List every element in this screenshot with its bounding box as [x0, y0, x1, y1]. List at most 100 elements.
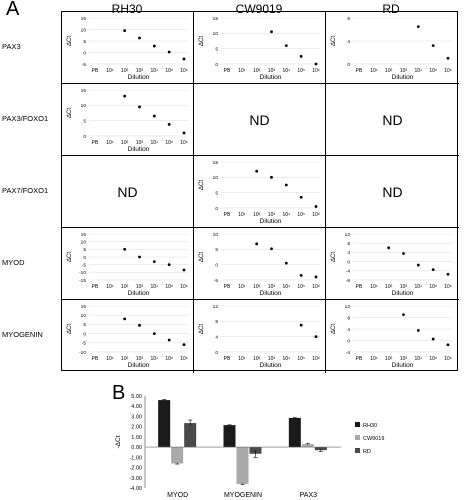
data-point: [402, 252, 405, 255]
data-point: [123, 29, 127, 33]
cell-pax3-rh30: -5 0 5 10 15 PB 10¹ 10² 10³ 10⁴ 10⁵ 10⁶ Dilution ΔCt: [62, 12, 194, 84]
x-axis-label: Dilution: [392, 74, 414, 81]
data-point: [182, 268, 186, 272]
x-tick-label: 10⁴: [414, 68, 422, 74]
y-tick-label: -5: [214, 278, 219, 284]
y-tick-label: 0: [215, 262, 218, 268]
data-point: [314, 335, 318, 339]
x-tick-label: 10⁵: [429, 284, 437, 290]
y-tick-label: -5: [82, 262, 87, 268]
x-tick-label: 10⁶: [312, 356, 320, 362]
y-axis-label: -ΔCt: [115, 435, 122, 448]
y-tick-label: 4: [347, 250, 350, 256]
legend-label: RD: [363, 449, 371, 455]
x-tick-label: 10⁶: [444, 356, 452, 362]
y-tick-label: 15: [213, 16, 219, 22]
y-tick-label: 15: [213, 160, 219, 166]
y-axis-label: ΔCt: [331, 36, 337, 46]
data-point: [255, 169, 259, 173]
data-point: [167, 50, 171, 54]
x-tick-label: 10¹: [370, 68, 378, 74]
legend-swatch-cw9019: [355, 435, 360, 440]
bar-rh30: [288, 417, 301, 448]
x-tick-label: 10²: [121, 356, 129, 362]
x-tick-label: 10⁶: [312, 212, 320, 218]
y-tick-label: 10: [81, 27, 87, 33]
y-tick-label: 5: [83, 118, 86, 124]
y-tick-label: 0: [347, 259, 350, 265]
x-tick-label: 10¹: [238, 68, 246, 74]
x-tick-label: 10²: [121, 284, 129, 290]
scatter-plot: 0 4 8 PB 10¹ 10² 10³ 10⁴ 10⁵ 10⁶ Dilution ΔCt: [331, 16, 452, 81]
cell-pax7-foxo1-rd: ND: [326, 156, 459, 228]
y-tick-label: 10: [213, 31, 219, 37]
x-tick-label: 10⁶: [180, 140, 188, 146]
scatter-plot: 0 5 10 15 PB 10¹ 10² 10³ 10⁴ 10⁵ 10⁶ Dilution ΔCt: [67, 88, 188, 153]
data-point: [152, 114, 156, 118]
x-axis-label: Dilution: [260, 74, 282, 81]
y-tick-label: 8: [347, 241, 350, 247]
x-tick-label: 10¹: [238, 356, 246, 362]
x-tick-label: PB: [356, 284, 363, 290]
y-tick-label: -5: [82, 62, 87, 68]
x-tick-label: 10³: [268, 284, 276, 290]
x-tick-label: 10³: [136, 140, 144, 146]
x-tick-label: 10²: [385, 68, 393, 74]
bar-rd: [314, 447, 327, 451]
x-tick-label: PB: [92, 140, 99, 146]
y-tick-label: 12: [213, 304, 219, 310]
y-tick-label: 5: [83, 247, 86, 253]
x-tick-label: 10³: [136, 356, 144, 362]
bar-rd: [184, 423, 197, 448]
nd-label: ND: [382, 183, 403, 200]
cell-pax3-foxo1-rd: ND: [326, 84, 459, 156]
x-tick-label: 10²: [253, 284, 261, 290]
nd-label: ND: [249, 111, 270, 128]
y-tick-label: 1.00: [131, 435, 142, 441]
x-tick-label: 10⁵: [429, 68, 437, 74]
data-point: [314, 275, 318, 279]
scatter-grid: -5 0 5 10 15 PB 10¹ 10² 10³ 10⁴ 10⁵ 10⁶ Dilution ΔCt 0…: [61, 11, 459, 373]
data-point: [299, 195, 303, 199]
cell-myogenin-rd: -4 0 4 8 12 PB 10¹ 10² 10³ 10⁴ 10⁵ 10⁶ Dilution ΔCt: [326, 300, 459, 373]
data-point: [431, 268, 435, 272]
y-tick-label: 15: [81, 16, 87, 22]
x-tick-label: 10⁴: [282, 356, 290, 362]
row-header-pax7-foxo1: PAX7/FOXO1: [2, 186, 49, 195]
x-tick-label: 10⁴: [282, 68, 290, 74]
data-point: [152, 44, 156, 48]
y-tick-label: 10: [81, 103, 87, 109]
x-axis-label: Dilution: [392, 362, 414, 369]
y-tick-label: -2.00: [129, 466, 142, 472]
x-tick-label: 10³: [268, 68, 276, 74]
y-tick-label: 0: [215, 62, 218, 68]
x-axis-label: Dilution: [128, 290, 150, 297]
y-tick-label: 8: [215, 319, 218, 325]
cell-pax3-rd: 0 4 8 PB 10¹ 10² 10³ 10⁴ 10⁵ 10⁶ Dilution ΔCt: [326, 12, 459, 84]
x-tick-label: 10⁴: [150, 356, 158, 362]
cell-pax7-foxo1-cw9019: 0 5 10 15 PB 10¹ 10² 10³ 10⁴ 10⁵ 10⁶ Dilution ΔCt: [194, 156, 326, 228]
y-tick-label: 0: [347, 62, 350, 68]
data-point: [182, 131, 186, 135]
data-point: [123, 94, 127, 98]
data-point: [446, 343, 450, 347]
y-tick-label: -8: [346, 278, 351, 284]
x-tick-label: 10²: [253, 68, 261, 74]
cell-pax3-foxo1-cw9019: ND: [194, 84, 326, 156]
data-point: [402, 313, 405, 317]
data-point: [138, 255, 141, 259]
data-point: [270, 175, 273, 179]
x-tick-label: 10³: [136, 68, 144, 74]
scatter-plot: -10 -5 0 5 10 15 PB 10¹ 10² 10³ 10⁴ 10⁵ 10⁶ Dilution Δ…: [67, 304, 188, 369]
x-tick-label: 10³: [268, 356, 276, 362]
x-tick-label: 10⁴: [282, 212, 290, 218]
data-point: [182, 343, 186, 347]
row-header-pax3-foxo1: PAX3/FOXO1: [2, 114, 49, 123]
y-axis-label: ΔCt: [199, 324, 205, 334]
y-tick-label: 10: [81, 239, 87, 245]
panel-b-label: B: [112, 382, 126, 404]
bar-rh30: [223, 425, 236, 448]
data-point: [416, 25, 420, 29]
x-tick-label: 10²: [121, 140, 129, 146]
